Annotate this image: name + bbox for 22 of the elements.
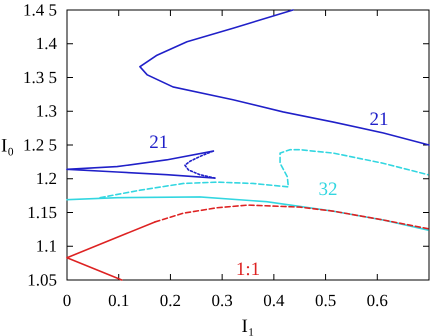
series-label: 32 xyxy=(318,179,338,200)
x-tick-label: 0.2 xyxy=(160,291,182,310)
y-tick-label: 1.15 xyxy=(27,202,57,222)
x-tick-label: 0.4 xyxy=(263,291,285,310)
x-tick-label: 0.5 xyxy=(314,291,336,310)
x-tick-label: 0.3 xyxy=(212,291,233,310)
series-label: 21 xyxy=(369,108,388,130)
y-axis-title: I₀ xyxy=(1,136,14,157)
x-axis-title: I₁ xyxy=(242,316,254,336)
series-label: 21 xyxy=(149,132,168,153)
y-tick-label: 1.3 xyxy=(36,102,57,121)
y-tick-label: 1.4 5 xyxy=(23,0,57,20)
y-tick-label: 1.4 xyxy=(36,34,58,54)
text: 1:1 xyxy=(236,259,260,280)
y-tick-label: 1.1 xyxy=(36,236,57,256)
x-tick-label: 0 xyxy=(62,291,72,310)
x-tick-label: 0.6 xyxy=(366,291,388,310)
y-tick-label: 1.2 xyxy=(36,169,57,188)
y-tick-label: 1.05 xyxy=(27,270,57,290)
x-tick-label: 0.1 xyxy=(108,291,130,310)
y-tick-label: 1.2 5 xyxy=(23,135,57,154)
y-tick-label: 1.3 5 xyxy=(23,68,57,87)
